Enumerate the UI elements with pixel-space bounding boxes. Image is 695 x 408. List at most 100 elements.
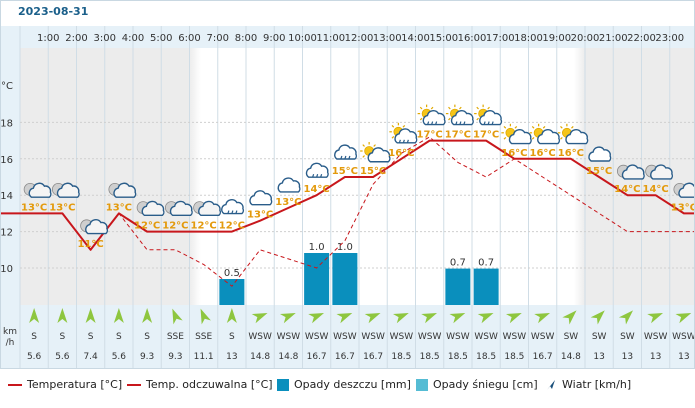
cloud-shape — [28, 182, 52, 198]
wind-arrow-icon — [534, 312, 551, 324]
hour-label: 18:00 — [514, 33, 543, 44]
wind-arrow-shape — [57, 308, 68, 323]
rain-drop — [316, 174, 319, 178]
wind-direction-label: WSW — [277, 332, 301, 342]
rain-drop — [227, 210, 230, 214]
rain-drop — [455, 121, 458, 125]
wind-arrow-icon — [392, 312, 409, 324]
temperature-label: 13°C — [49, 202, 75, 213]
sun-ray — [419, 106, 423, 110]
rain-drop — [483, 121, 486, 125]
temperature-label: 11°C — [77, 239, 103, 250]
plot-column — [48, 48, 77, 305]
cloud-shape — [198, 200, 222, 217]
legend-rain: Opady deszczu [mm] — [277, 378, 411, 391]
night-cloudy-icon — [51, 182, 80, 198]
cloud-shape — [113, 182, 137, 198]
hour-label: 6:00 — [178, 33, 200, 44]
wind-arrow-icon — [29, 308, 40, 323]
sun-ray — [542, 126, 546, 129]
sun-rain-icon — [445, 104, 474, 126]
wind-speed-label: 16.7 — [533, 352, 553, 362]
cloud-shape — [334, 144, 358, 160]
wind-speed-label: 5.6 — [55, 352, 70, 362]
cloud-shape — [588, 146, 612, 162]
cloud-shape — [221, 199, 245, 215]
sun-ray — [531, 136, 535, 140]
legend-wind-arrow-icon — [547, 380, 555, 390]
plot-column — [443, 48, 472, 305]
night-cloudy-icon — [193, 200, 222, 217]
cloud-shape — [169, 200, 193, 217]
hour-label: 4:00 — [122, 33, 144, 44]
temperature-line — [0, 139, 695, 251]
wind-arrow-shape — [647, 312, 664, 324]
hour-label: 15:00 — [429, 33, 458, 44]
rain-drop — [348, 155, 351, 160]
wind-arrow-shape — [172, 308, 183, 325]
left-axis-band — [0, 26, 20, 369]
plot-column — [161, 48, 190, 305]
sun-ray — [391, 135, 395, 139]
hour-label: 8:00 — [235, 33, 257, 44]
wind-direction-label: S — [31, 332, 37, 342]
wind-arrow-shape — [421, 312, 438, 324]
temperature-label: 17°C — [473, 130, 499, 141]
wind-speed-label: 14.8 — [561, 352, 581, 362]
wind-arrow-icon — [172, 308, 183, 325]
wind-speed-label: 18.5 — [504, 352, 524, 362]
plot-column — [387, 48, 416, 305]
wind-arrow-shape — [308, 312, 325, 324]
wind-arrow-shape — [336, 312, 353, 324]
wind-arrow-shape — [534, 312, 551, 324]
wind-speed-label: 13 — [593, 352, 604, 362]
hour-label: 17:00 — [486, 33, 515, 44]
temperature-label: 13°C — [106, 202, 132, 213]
legend-wind: Wiatr [km/h] — [545, 378, 631, 391]
wind-speed-label: 16.7 — [307, 352, 327, 362]
cloud-shape — [479, 110, 503, 126]
y-tick-label: 18 — [0, 118, 13, 129]
cloud-shape — [277, 177, 301, 193]
wind-direction-label: SW — [564, 332, 579, 342]
cloud-shape — [394, 128, 418, 144]
wind-arrow-icon — [200, 308, 211, 325]
cloud-shape — [422, 110, 446, 126]
wind-arrow-icon — [226, 308, 237, 323]
wind-direction-label: WSW — [446, 332, 470, 342]
wind-direction-label: WSW — [418, 332, 442, 342]
meteogram-svg: 10 12 14 16 18 °C km/h 1:00 2:00 3:00 4:00 5:00 6:00… — [0, 0, 695, 369]
temperature-label: 12°C — [162, 221, 188, 232]
wind-arrow-icon — [113, 308, 124, 323]
rain-label: 0.7 — [478, 258, 494, 269]
wind-speed-label: 13 — [622, 352, 633, 362]
sun-rain-icon — [417, 104, 446, 126]
sun-ray — [391, 125, 395, 128]
hour-label: 1:00 — [37, 33, 59, 44]
wind-direction-label: SSE — [167, 332, 184, 342]
wind-speed-label: 18.5 — [448, 352, 468, 362]
night-cloudy-icon — [80, 219, 109, 235]
wind-arrow-icon — [142, 308, 153, 323]
sun-rain-icon — [389, 122, 418, 144]
sun-ray — [362, 155, 365, 158]
wind-speed-label: 13 — [678, 352, 689, 362]
plot-column — [472, 48, 501, 305]
rain-bar — [473, 268, 499, 305]
cloudy-icon — [588, 146, 612, 162]
sun-ray — [560, 126, 563, 129]
temperature-label: 17°C — [445, 130, 471, 141]
plot-column — [20, 48, 49, 305]
cloud-shape — [56, 182, 80, 198]
sun-ray — [430, 106, 434, 110]
sun-ray — [514, 126, 518, 129]
legend-feels-like-swatch — [127, 384, 141, 386]
wind-arrow-icon — [308, 312, 325, 324]
plot-column — [669, 48, 695, 305]
rain-label: 0.5 — [224, 268, 240, 279]
rain-drop — [340, 155, 343, 160]
legend-temperature-label: Temperatura [°C] — [27, 378, 123, 391]
sun-ray — [531, 126, 535, 129]
sun-ray — [560, 136, 563, 140]
